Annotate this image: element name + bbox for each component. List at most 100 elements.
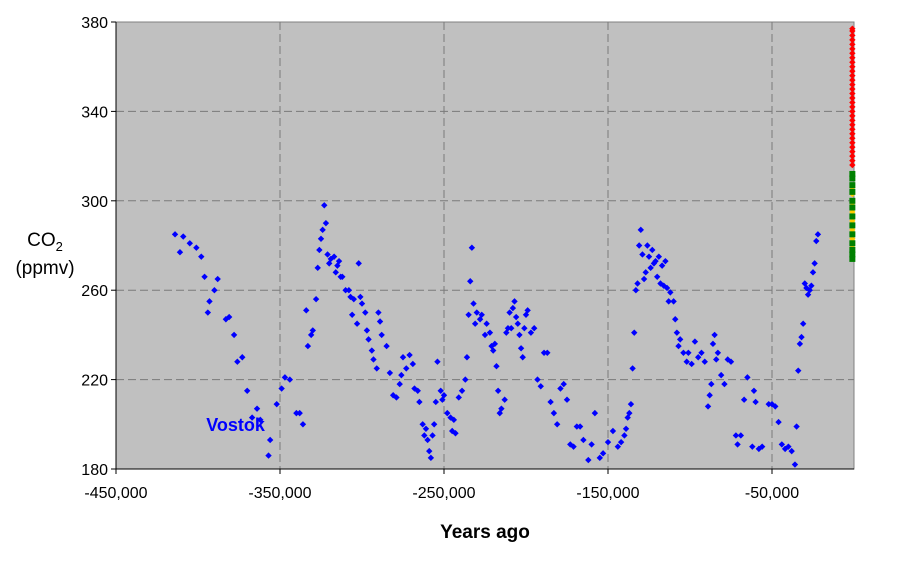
data-point xyxy=(286,376,294,383)
data-point xyxy=(791,461,799,468)
data-point xyxy=(486,329,494,336)
data-point xyxy=(444,409,451,417)
data-point xyxy=(399,354,407,361)
data-point xyxy=(363,327,371,334)
data-point xyxy=(721,380,728,388)
data-point xyxy=(691,338,699,345)
data-point xyxy=(849,94,856,102)
data-point xyxy=(629,365,636,372)
data-point xyxy=(849,157,856,164)
data-point xyxy=(214,275,221,283)
data-point xyxy=(248,414,256,421)
data-point xyxy=(473,309,480,316)
data-point xyxy=(244,387,251,394)
axes xyxy=(111,21,854,474)
data-point xyxy=(296,409,303,417)
data-point xyxy=(849,117,856,124)
data-point xyxy=(345,287,353,294)
data-point xyxy=(701,358,708,365)
data-point xyxy=(849,148,856,155)
data-point xyxy=(599,450,607,457)
data-point xyxy=(396,380,403,388)
data-point xyxy=(416,398,423,406)
data-point xyxy=(501,396,508,403)
data-point xyxy=(253,405,261,412)
data-point xyxy=(849,121,856,129)
data-point xyxy=(667,289,674,296)
data-point xyxy=(234,358,241,365)
data-point xyxy=(849,139,856,146)
data-point xyxy=(706,392,713,399)
data-point xyxy=(849,81,856,88)
data-point xyxy=(478,311,485,318)
data-point xyxy=(327,255,335,263)
y-tick-label: 180 xyxy=(81,462,108,479)
data-point xyxy=(657,280,664,287)
data-point xyxy=(685,349,692,356)
data-point xyxy=(514,320,521,327)
data-point xyxy=(849,182,856,189)
data-point xyxy=(321,202,328,209)
data-point xyxy=(655,253,663,260)
data-point xyxy=(266,436,274,444)
data-point xyxy=(588,441,595,448)
data-point xyxy=(849,25,856,32)
data-point xyxy=(811,260,818,267)
data-point xyxy=(849,108,856,115)
data-point xyxy=(750,387,758,394)
data-point xyxy=(432,398,439,406)
data-point xyxy=(647,264,654,272)
data-point xyxy=(704,403,712,410)
data-point xyxy=(849,67,856,75)
data-point xyxy=(225,313,233,321)
data-point xyxy=(670,298,677,305)
data-point xyxy=(617,438,625,446)
data-point xyxy=(557,385,564,392)
data-point xyxy=(732,432,740,439)
data-point xyxy=(809,269,817,276)
data-point xyxy=(621,432,628,439)
data-point xyxy=(365,336,372,343)
data-point xyxy=(332,269,339,276)
data-point xyxy=(785,443,792,450)
data-point xyxy=(626,409,633,417)
data-point xyxy=(527,329,535,336)
data-point xyxy=(317,235,325,242)
data-point xyxy=(849,152,856,160)
data-point xyxy=(201,273,208,280)
data-point xyxy=(491,340,499,348)
data-point xyxy=(176,249,184,256)
data-point xyxy=(627,400,635,408)
data-point xyxy=(640,275,648,283)
data-point xyxy=(775,418,782,426)
data-point xyxy=(645,253,653,260)
data-point xyxy=(717,371,725,379)
y-tick-label: 380 xyxy=(81,15,108,32)
data-point xyxy=(471,320,479,327)
data-point xyxy=(624,414,631,421)
data-point xyxy=(665,298,672,305)
data-point xyxy=(778,441,786,448)
y-tick-label: 220 xyxy=(81,373,108,390)
data-point xyxy=(378,331,385,339)
data-point xyxy=(437,387,444,394)
data-point xyxy=(239,354,246,361)
data-point xyxy=(849,251,856,258)
data-point xyxy=(534,376,541,383)
data-point xyxy=(849,90,856,97)
y-axis-label-main: CO xyxy=(27,230,56,251)
data-point xyxy=(573,423,581,430)
data-point xyxy=(849,255,856,262)
data-point xyxy=(450,416,458,424)
data-point xyxy=(362,309,369,316)
data-point xyxy=(490,347,497,354)
y-axis-unit: (ppmv) xyxy=(15,258,74,279)
data-point xyxy=(494,387,502,394)
data-point xyxy=(498,405,505,412)
data-point xyxy=(508,324,515,332)
data-point xyxy=(430,421,438,428)
data-point xyxy=(563,396,571,403)
data-point xyxy=(585,456,592,464)
data-point xyxy=(483,320,490,327)
data-point xyxy=(553,421,561,428)
